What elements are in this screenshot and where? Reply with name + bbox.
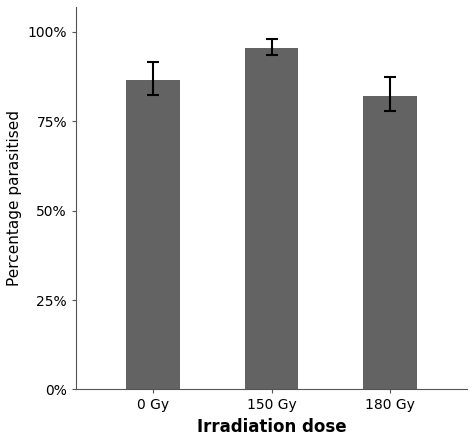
- Bar: [127, 80, 180, 389]
- Bar: [245, 48, 298, 389]
- Y-axis label: Percentage parasitised: Percentage parasitised: [7, 110, 22, 286]
- Bar: [364, 96, 417, 389]
- X-axis label: Irradiation dose: Irradiation dose: [197, 418, 346, 436]
